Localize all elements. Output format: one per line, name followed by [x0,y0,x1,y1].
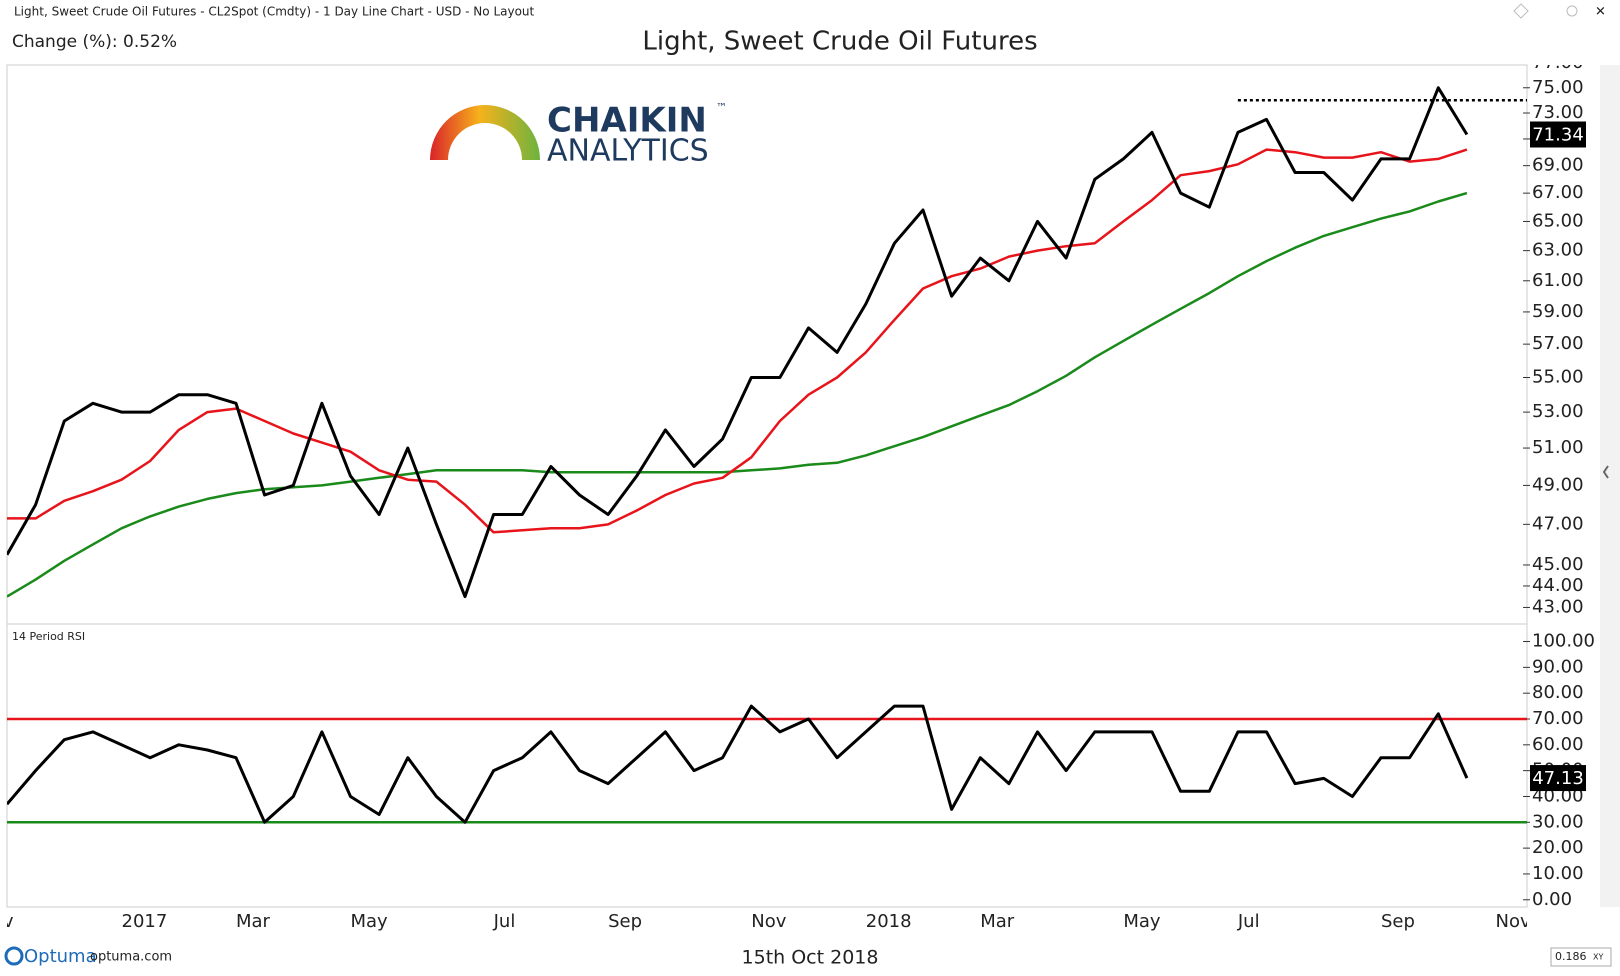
side-bar [1600,65,1620,907]
y-tick-label: 73.00 [1532,102,1584,123]
plot-frame [6,64,1528,908]
y-tick-label: 57.00 [1532,333,1584,354]
x-tick-label: Sep [608,911,642,932]
y-tick-label: 59.00 [1532,301,1584,322]
footer: Optuma optuma.com 15th Oct 2018 0.186 XY [4,946,1612,969]
svg-text:✕: ✕ [1595,5,1606,20]
last-value-label: 47.13 [1532,768,1584,789]
x-tick-label: Jul [493,911,516,932]
y-tick-label: 45.00 [1532,554,1584,575]
y-tick-label: 43.00 [1532,596,1584,617]
x-tick-label: Sep [1381,911,1415,932]
group [7,704,1527,824]
y-tick-label: 100.00 [1532,631,1595,652]
x-tick-label: May [351,911,389,932]
collapse-button[interactable] [1602,465,1609,479]
logo-primary: CHAIKIN [547,101,707,141]
x-tick-label: Nov [751,911,786,932]
series-line [7,704,1469,824]
footer-scale: 0.186 [1555,950,1587,963]
y-tick-label: 61.00 [1532,270,1584,291]
x-tick-label: May [1123,911,1161,932]
last-value-box [1530,121,1586,148]
y-tick-label: 63.00 [1532,240,1584,261]
footer-mode: XY [1593,953,1603,962]
footer-site: optuma.com [90,950,172,965]
y-tick-label: 49.00 [1532,474,1584,495]
last-value-box [1530,765,1586,792]
group [7,86,1527,599]
x-tick-label: Mar [980,911,1015,932]
y-tick-label: 67.00 [1532,182,1584,203]
y-tick-label: 10.00 [1532,863,1584,884]
footer-date: 15th Oct 2018 [742,947,879,969]
y-tick-label: 70.00 [1532,708,1584,729]
toolbar-icons[interactable]: ✕ [1513,3,1606,20]
series-line [7,148,1468,534]
y-tick-label: 69.00 [1532,155,1584,176]
x-tick-label: Nov [1496,911,1531,932]
x-tick-label: Nov [0,911,14,932]
logo: CHAIKIN ™ ANALYTICS [430,101,727,169]
chart-title: Light, Sweet Crude Oil Futures [642,27,1037,57]
y-tick-label: 90.00 [1532,656,1584,677]
y-tick-label: 0.00 [1532,889,1572,910]
series-line [7,191,1468,598]
y-tick-label: 65.00 [1532,210,1584,231]
y-tick-label: 80.00 [1532,682,1584,703]
y-tick-label: 30.00 [1532,811,1584,832]
y-tick-label: 53.00 [1532,401,1584,422]
y-tick-label: 20.00 [1532,837,1584,858]
y-tick-label: 47.00 [1532,513,1584,534]
logo-mark: ™ [716,101,727,114]
y-tick-label: 75.00 [1532,77,1584,98]
y-tick-label: 60.00 [1532,734,1584,755]
x-tick-label: Mar [236,911,271,932]
change-label: Change (%): 0.52% [12,32,177,52]
footer-brand: Optuma [24,946,97,967]
y-tick-label: 44.00 [1532,575,1584,596]
y-tick-label: 77.00 [1532,52,1584,73]
last-value-label: 71.34 [1532,125,1584,146]
y-tick-label: 55.00 [1532,367,1584,388]
x-tick-label: 2017 [122,911,168,932]
panel-label: 14 Period RSI [12,630,85,643]
logo-secondary: ANALYTICS [547,134,709,169]
group: Nov 2017 Mar May Jul Sep Nov 2018 Mar May Jul Sep No… [0,911,1531,932]
series-line [7,86,1469,599]
x-tick-label: Jul [1237,911,1260,932]
y-tick-label: 51.00 [1532,437,1584,458]
x-tick-label: 2018 [866,911,912,932]
header-caption: Light, Sweet Crude Oil Futures - CL2Spot… [14,5,535,19]
